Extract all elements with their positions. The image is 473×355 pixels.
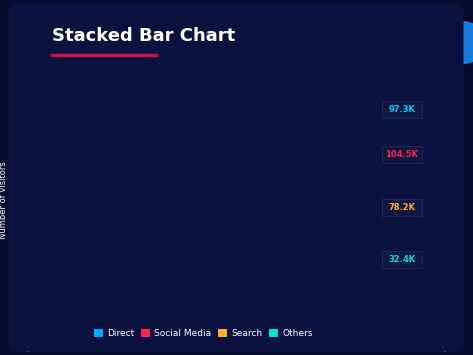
- Legend: Direct, Social Media, Search, Others: Direct, Social Media, Search, Others: [91, 326, 316, 342]
- Bar: [172, 236, 193, 263]
- Bar: [341, 197, 362, 220]
- Y-axis label: Number of visitors: Number of visitors: [0, 162, 9, 240]
- Bar: [256, 217, 278, 260]
- Bar: [87, 276, 109, 289]
- Bar: [298, 173, 320, 217]
- Bar: [214, 264, 236, 277]
- Text: 97.3K: 97.3K: [388, 105, 415, 114]
- Text: 32.4K: 32.4K: [388, 255, 415, 264]
- Bar: [298, 217, 320, 260]
- Bar: [172, 207, 193, 236]
- Bar: [129, 234, 151, 263]
- Bar: [172, 263, 193, 277]
- Bar: [341, 220, 362, 261]
- Bar: [172, 277, 193, 289]
- Text: 78.2K: 78.2K: [388, 203, 415, 212]
- Text: Stacked Bar Chart: Stacked Bar Chart: [52, 27, 235, 45]
- Bar: [298, 277, 320, 289]
- Bar: [214, 238, 236, 264]
- Bar: [87, 260, 109, 276]
- Bar: [129, 201, 151, 234]
- Bar: [256, 169, 278, 217]
- Text: 104.5K: 104.5K: [385, 150, 418, 159]
- Bar: [214, 277, 236, 289]
- Bar: [129, 263, 151, 278]
- Bar: [87, 227, 109, 260]
- Bar: [214, 207, 236, 238]
- Bar: [256, 276, 278, 289]
- Bar: [341, 261, 362, 289]
- Bar: [256, 260, 278, 276]
- Bar: [298, 260, 320, 277]
- Bar: [87, 187, 109, 227]
- Bar: [129, 278, 151, 289]
- Bar: [341, 110, 362, 197]
